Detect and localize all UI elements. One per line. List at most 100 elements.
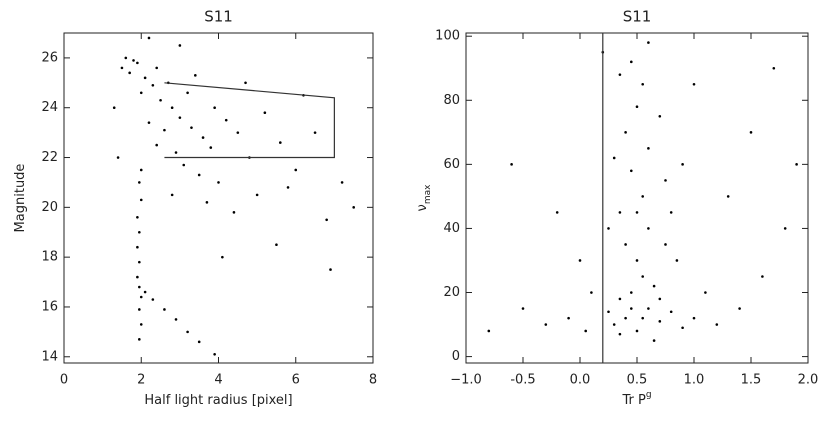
point xyxy=(652,339,656,342)
point xyxy=(795,163,798,166)
point xyxy=(635,105,639,108)
x-tick-label: 0 xyxy=(60,373,68,388)
point xyxy=(136,275,139,279)
point xyxy=(136,245,139,249)
point xyxy=(612,156,616,160)
point xyxy=(675,259,679,262)
point xyxy=(116,156,120,159)
point xyxy=(630,291,633,294)
point xyxy=(139,323,143,326)
x-tick-label: 6 xyxy=(292,373,300,388)
point xyxy=(590,291,593,294)
y-axis-label: νmax xyxy=(415,184,433,212)
point xyxy=(151,298,155,301)
point xyxy=(340,181,344,184)
point xyxy=(178,116,182,119)
point xyxy=(607,310,610,314)
point xyxy=(749,131,753,134)
point xyxy=(136,216,139,219)
y-axis-label-text: ν xyxy=(415,204,430,211)
y-tick-label: 40 xyxy=(443,221,460,236)
point xyxy=(618,297,622,301)
point xyxy=(726,195,730,198)
point xyxy=(584,329,587,333)
point xyxy=(201,136,205,139)
y-tick-label: 26 xyxy=(41,50,58,65)
point xyxy=(124,56,128,60)
y-tick-label: 20 xyxy=(443,285,460,300)
x-axis-label: Tr Pg xyxy=(621,390,651,408)
point xyxy=(138,338,141,341)
point xyxy=(217,181,220,184)
point xyxy=(170,106,174,110)
point xyxy=(138,308,141,311)
y-tick-label: 22 xyxy=(41,150,58,165)
point xyxy=(263,111,267,114)
point xyxy=(286,186,290,189)
point xyxy=(510,163,513,166)
chart-title: S11 xyxy=(623,8,652,26)
point xyxy=(112,106,116,110)
point xyxy=(147,121,151,124)
point xyxy=(120,66,124,70)
point xyxy=(567,316,570,320)
point xyxy=(578,259,582,262)
point xyxy=(182,163,186,167)
point xyxy=(275,243,278,246)
point xyxy=(647,147,650,150)
point xyxy=(138,285,141,289)
point xyxy=(652,284,656,288)
chart-title: S11 xyxy=(204,8,233,26)
point xyxy=(244,81,247,85)
point xyxy=(772,66,776,70)
point xyxy=(704,291,707,294)
point xyxy=(669,211,673,214)
point xyxy=(618,211,622,214)
point xyxy=(178,44,182,47)
point xyxy=(236,131,240,134)
y-tick-label: 0 xyxy=(452,349,460,364)
point xyxy=(294,168,298,172)
point xyxy=(647,41,650,44)
point xyxy=(186,330,189,334)
x-tick-label: 1.5 xyxy=(741,373,762,388)
point xyxy=(641,195,644,198)
point xyxy=(544,323,548,326)
point xyxy=(221,255,224,259)
point xyxy=(715,323,719,326)
point xyxy=(147,36,151,40)
point xyxy=(209,146,213,149)
point xyxy=(658,115,662,118)
point xyxy=(194,74,197,77)
point xyxy=(681,326,684,330)
point xyxy=(692,316,696,320)
x-tick-label: 8 xyxy=(369,373,377,388)
point xyxy=(138,260,141,264)
point xyxy=(635,211,639,214)
point xyxy=(658,320,662,323)
point xyxy=(630,169,633,173)
selection-outline xyxy=(164,82,335,159)
point xyxy=(635,329,639,333)
point xyxy=(139,295,143,299)
point xyxy=(190,126,193,129)
point xyxy=(761,275,764,278)
point xyxy=(618,332,622,336)
point xyxy=(279,141,282,144)
point xyxy=(139,198,143,202)
point xyxy=(624,131,627,134)
point xyxy=(143,76,147,80)
point xyxy=(669,310,673,314)
y-tick-label: 100 xyxy=(435,29,460,44)
point xyxy=(325,218,328,222)
point xyxy=(174,151,178,154)
point xyxy=(138,230,141,234)
point xyxy=(783,227,787,230)
point xyxy=(487,329,491,333)
point xyxy=(612,323,616,326)
point xyxy=(630,307,633,310)
point xyxy=(641,316,644,320)
point xyxy=(174,318,178,321)
point xyxy=(313,131,317,134)
point xyxy=(213,106,216,110)
